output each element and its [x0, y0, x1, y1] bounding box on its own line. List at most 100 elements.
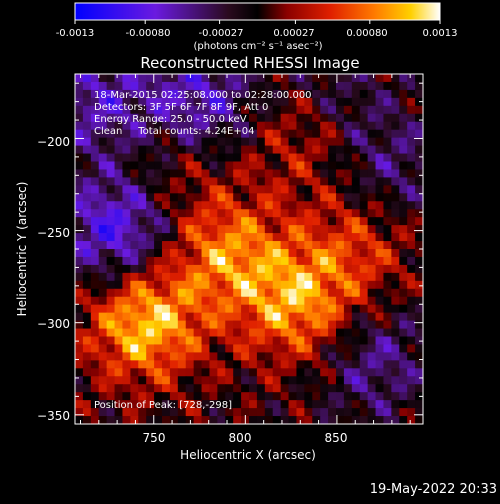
- heatmap-cell: [391, 89, 400, 99]
- heatmap-cell: [359, 74, 369, 83]
- heatmap-cell: [351, 89, 361, 99]
- heatmap-cell: [351, 288, 361, 298]
- heatmap-cell: [343, 161, 353, 171]
- heatmap-cell: [138, 89, 147, 99]
- heatmap-cell: [130, 392, 139, 401]
- heatmap-cell: [169, 376, 179, 385]
- heatmap-cell: [225, 328, 234, 338]
- heatmap-cell: [249, 185, 258, 194]
- heatmap-cell: [138, 384, 147, 393]
- heatmap-cell: [154, 312, 163, 322]
- heatmap-cell: [256, 233, 266, 242]
- heatmap-cell: [320, 312, 329, 322]
- heatmap-cell: [130, 209, 139, 218]
- heatmap-cell: [304, 408, 313, 417]
- heatmap-cell: [162, 193, 171, 202]
- heatmap-cell: [336, 249, 345, 258]
- heatmap-cell: [75, 81, 84, 91]
- heatmap-cell: [320, 416, 329, 424]
- heatmap-cell: [114, 352, 124, 361]
- heatmap-cell: [162, 177, 171, 186]
- heatmap-cell: [415, 201, 423, 210]
- heatmap-cell: [233, 400, 242, 409]
- heatmap-cell: [114, 376, 124, 385]
- heatmap-cell: [288, 193, 298, 202]
- heatmap-cell: [391, 296, 400, 306]
- heatmap-cell: [154, 352, 163, 361]
- heatmap-cell: [209, 360, 218, 369]
- heatmap-cell: [162, 249, 171, 258]
- heatmap-cell: [114, 304, 124, 314]
- heatmap-cell: [256, 376, 266, 385]
- heatmap-cell: [169, 272, 179, 282]
- heatmap-cell: [193, 368, 203, 377]
- heatmap-cell: [367, 352, 377, 361]
- heatmap-cell: [106, 384, 116, 393]
- heatmap-cell: [312, 113, 321, 123]
- heatmap-cell: [320, 400, 329, 409]
- heatmap-cell: [351, 392, 361, 401]
- heatmap-cell: [351, 209, 361, 218]
- heatmap-cell: [280, 264, 290, 274]
- heatmap-cell: [241, 145, 250, 155]
- heatmap-cell: [256, 97, 266, 107]
- heatmap-cell: [391, 384, 400, 393]
- heatmap-cell: [75, 328, 84, 338]
- heatmap-cell: [280, 89, 290, 99]
- heatmap-cell: [82, 209, 92, 218]
- heatmap-cell: [90, 304, 100, 314]
- heatmap-cell: [367, 74, 377, 83]
- heatmap-cell: [336, 336, 345, 346]
- heatmap-cell: [106, 360, 116, 369]
- heatmap-cell: [138, 74, 147, 83]
- heatmap-cell: [217, 352, 226, 361]
- heatmap-cell: [272, 121, 282, 131]
- heatmap-cell: [75, 105, 84, 115]
- heatmap-cell: [154, 408, 163, 417]
- heatmap-cell: [177, 376, 187, 385]
- heatmap-cell: [391, 201, 400, 210]
- heatmap-cell: [193, 241, 203, 250]
- heatmap-cell: [367, 209, 377, 218]
- heatmap-cell: [256, 177, 266, 186]
- heatmap-cell: [304, 304, 313, 314]
- heatmap-cell: [415, 217, 423, 226]
- heatmap-cell: [114, 225, 124, 234]
- heatmap-cell: [201, 201, 211, 210]
- heatmap-cell: [98, 113, 108, 123]
- heatmap-cell: [193, 360, 203, 369]
- heatmap-cell: [177, 97, 187, 107]
- heatmap-cell: [256, 113, 266, 123]
- heatmap-cell: [296, 161, 305, 171]
- heatmap-cell: [328, 368, 337, 377]
- heatmap-cell: [280, 145, 290, 155]
- heatmap-cell: [201, 249, 211, 258]
- heatmap-cell: [130, 264, 139, 274]
- heatmap-cell: [249, 376, 258, 385]
- heatmap-cell: [138, 241, 147, 250]
- heatmap-cell: [162, 328, 171, 338]
- heatmap-cell: [193, 225, 203, 234]
- heatmap-cell: [391, 304, 400, 314]
- heatmap-cell: [98, 145, 108, 155]
- heatmap-cell: [82, 384, 92, 393]
- heatmap-cell: [407, 201, 416, 210]
- heatmap-cell: [407, 304, 416, 314]
- heatmap-cell: [82, 296, 92, 306]
- heatmap-cell: [328, 352, 337, 361]
- heatmap-cell: [375, 392, 385, 401]
- y-tick-label: −250: [37, 226, 70, 240]
- heatmap-cell: [98, 74, 108, 83]
- heatmap-cell: [367, 264, 377, 274]
- heatmap-cell: [280, 225, 290, 234]
- heatmap-cell: [328, 81, 337, 91]
- heatmap-cell: [296, 304, 305, 314]
- colorbar-tick-label: -0.0013: [56, 28, 95, 39]
- heatmap-cell: [146, 360, 155, 369]
- heatmap-cell: [169, 408, 179, 417]
- heatmap-cell: [359, 368, 369, 377]
- heatmap-cell: [343, 400, 353, 409]
- heatmap-cell: [256, 153, 266, 163]
- heatmap-cell: [359, 241, 369, 250]
- heatmap-cell: [280, 241, 290, 250]
